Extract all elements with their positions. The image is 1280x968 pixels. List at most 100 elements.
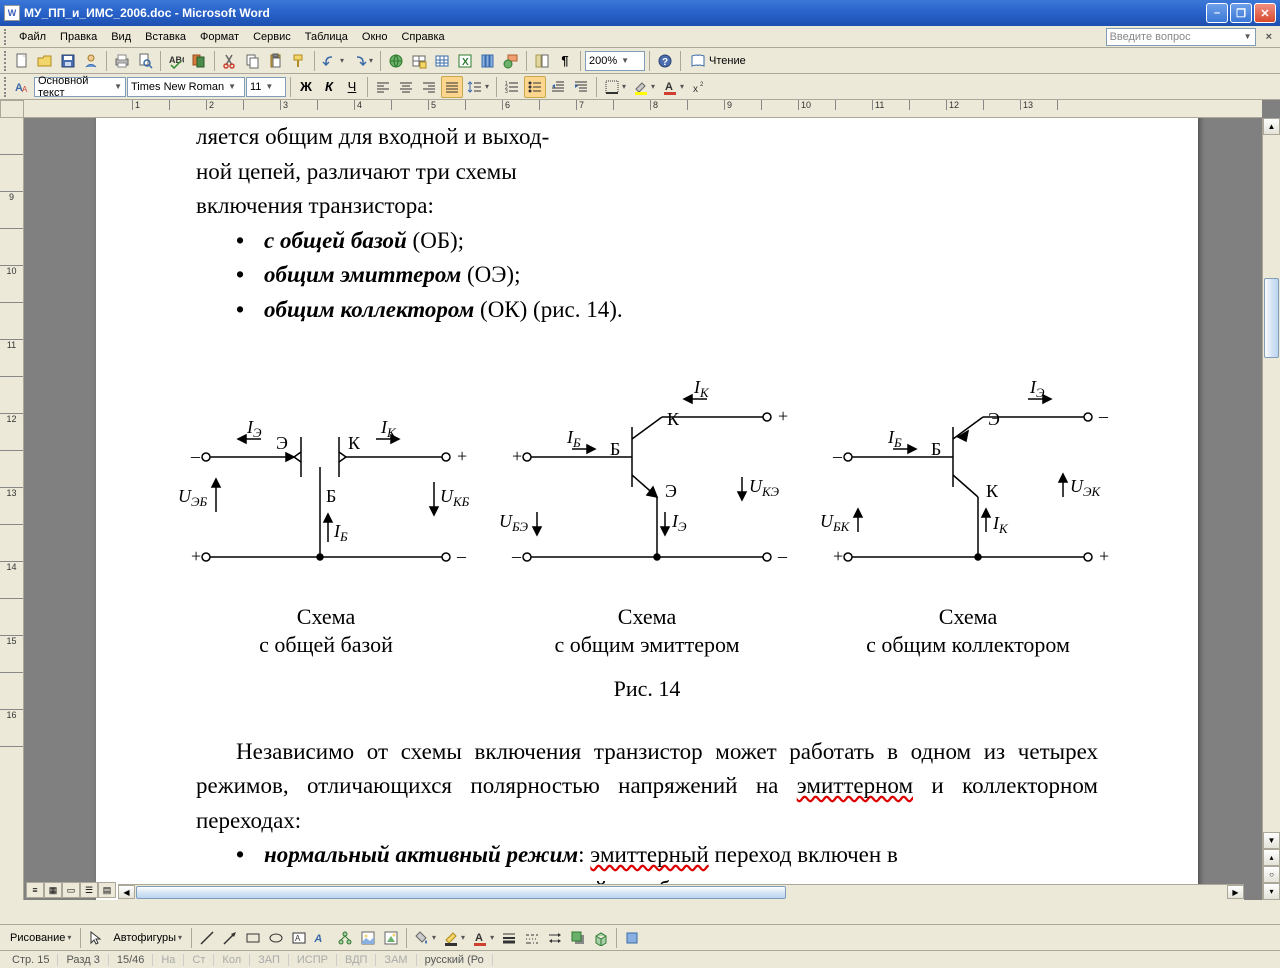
oval-tool-button[interactable] xyxy=(265,927,287,949)
show-marks-button[interactable]: ¶ xyxy=(554,50,576,72)
zoom-combo[interactable]: 200%▼ xyxy=(585,51,645,71)
toolbar-grip[interactable] xyxy=(4,77,8,97)
draw-menu-button[interactable]: Рисование▾ xyxy=(5,927,76,949)
numbering-button[interactable]: 123 xyxy=(501,76,523,98)
next-page-button[interactable]: ▾ xyxy=(1263,883,1280,900)
dash-style-button[interactable] xyxy=(521,927,543,949)
status-trk[interactable]: ИСПР xyxy=(289,954,337,966)
toolbar-grip[interactable] xyxy=(4,51,8,71)
line-style-button[interactable] xyxy=(498,927,520,949)
size-combo[interactable]: 11▼ xyxy=(246,77,286,97)
rectangle-tool-button[interactable] xyxy=(242,927,264,949)
menu-help[interactable]: Справка xyxy=(394,29,451,45)
reading-view-button[interactable]: ▤ xyxy=(98,882,116,898)
autoshapes-button[interactable]: Автофигуры▾ xyxy=(108,927,187,949)
styles-pane-button[interactable]: AA xyxy=(11,76,33,98)
style-combo[interactable]: Основной текст▼ xyxy=(34,77,126,97)
arrow-tool-button[interactable] xyxy=(219,927,241,949)
align-right-button[interactable] xyxy=(418,76,440,98)
doc-map-button[interactable] xyxy=(531,50,553,72)
page-area[interactable]: ляется общим для входной и выход- ной це… xyxy=(24,118,1262,900)
font-color-button-2[interactable]: A▾ xyxy=(469,927,497,949)
reading-layout-button[interactable]: Чтение xyxy=(685,50,751,72)
align-center-button[interactable] xyxy=(395,76,417,98)
vertical-ruler[interactable]: 910111213141516 xyxy=(0,118,24,900)
open-button[interactable] xyxy=(34,50,56,72)
clipart-button[interactable] xyxy=(357,927,379,949)
menu-edit[interactable]: Правка xyxy=(53,29,104,45)
help-question-box[interactable]: Введите вопрос▼ xyxy=(1106,28,1256,46)
hyperlink-button[interactable] xyxy=(385,50,407,72)
help-button[interactable]: ? xyxy=(654,50,676,72)
italic-button[interactable]: К xyxy=(318,76,340,98)
line-spacing-button[interactable]: ▾ xyxy=(464,76,492,98)
maximize-button[interactable]: ❐ xyxy=(1230,3,1252,23)
print-view-button[interactable]: ▭ xyxy=(62,882,80,898)
align-left-button[interactable] xyxy=(372,76,394,98)
permission-button[interactable] xyxy=(80,50,102,72)
status-lang[interactable]: русский (Ро xyxy=(417,954,493,966)
line-tool-button[interactable] xyxy=(196,927,218,949)
web-view-button[interactable]: ▦ xyxy=(44,882,62,898)
menu-insert[interactable]: Вставка xyxy=(138,29,193,45)
wordart-button[interactable]: A xyxy=(311,927,333,949)
excel-button[interactable]: X xyxy=(454,50,476,72)
outline-view-button[interactable]: ☰ xyxy=(80,882,98,898)
superscript-button[interactable]: x2 xyxy=(688,76,710,98)
close-button[interactable]: ✕ xyxy=(1254,3,1276,23)
horizontal-ruler[interactable]: 12345678910111213 xyxy=(24,100,1262,118)
copy-button[interactable] xyxy=(242,50,264,72)
doc-close-button[interactable]: × xyxy=(1262,31,1276,43)
menu-view[interactable]: Вид xyxy=(104,29,138,45)
borders-button[interactable]: ▾ xyxy=(601,76,629,98)
print-button[interactable] xyxy=(111,50,133,72)
paste-button[interactable] xyxy=(265,50,287,72)
prev-page-button[interactable]: ▴ xyxy=(1263,849,1280,866)
textbox-tool-button[interactable]: A xyxy=(288,927,310,949)
columns-button[interactable] xyxy=(477,50,499,72)
underline-button[interactable]: Ч xyxy=(341,76,363,98)
hscroll-thumb[interactable] xyxy=(136,886,786,899)
fill-color-button[interactable]: ▾ xyxy=(411,927,439,949)
normal-view-button[interactable]: ≡ xyxy=(26,882,44,898)
status-ext[interactable]: ВДП xyxy=(337,954,376,966)
arrow-style-button[interactable] xyxy=(544,927,566,949)
tables-borders-button[interactable] xyxy=(408,50,430,72)
shadow-button[interactable] xyxy=(567,927,589,949)
minimize-button[interactable]: – xyxy=(1206,3,1228,23)
font-combo[interactable]: Times New Roman▼ xyxy=(127,77,245,97)
document-content[interactable]: ляется общим для входной и выход- ной це… xyxy=(96,118,1198,900)
redo-button[interactable]: ▾ xyxy=(348,50,376,72)
new-doc-button[interactable] xyxy=(11,50,33,72)
drawing-toolbar-button[interactable] xyxy=(500,50,522,72)
menu-window[interactable]: Окно xyxy=(355,29,395,45)
menu-file[interactable]: Файл xyxy=(12,29,53,45)
scroll-up-button[interactable]: ▲ xyxy=(1263,118,1280,135)
highlight-button[interactable]: ▾ xyxy=(630,76,658,98)
menu-table[interactable]: Таблица xyxy=(298,29,355,45)
horizontal-scrollbar[interactable]: ◀ ▶ xyxy=(118,884,1244,900)
bullets-button[interactable] xyxy=(524,76,546,98)
extra-button[interactable] xyxy=(621,927,643,949)
toolbar-grip[interactable] xyxy=(4,29,8,45)
vertical-scrollbar[interactable]: ▲ ▼ ▴ ○ ▾ xyxy=(1262,118,1280,900)
menu-tools[interactable]: Сервис xyxy=(246,29,298,45)
research-button[interactable] xyxy=(188,50,210,72)
menu-format[interactable]: Формат xyxy=(193,29,246,45)
bold-button[interactable]: Ж xyxy=(295,76,317,98)
line-color-button[interactable]: ▾ xyxy=(440,927,468,949)
decrease-indent-button[interactable] xyxy=(547,76,569,98)
select-objects-button[interactable] xyxy=(85,927,107,949)
scroll-left-button[interactable]: ◀ xyxy=(118,885,135,899)
spelling-button[interactable]: ABC xyxy=(165,50,187,72)
scroll-down-button[interactable]: ▼ xyxy=(1263,832,1280,849)
print-preview-button[interactable] xyxy=(134,50,156,72)
status-rec[interactable]: ЗАП xyxy=(250,954,289,966)
status-ovr[interactable]: ЗАМ xyxy=(376,954,416,966)
save-button[interactable] xyxy=(57,50,79,72)
3d-button[interactable] xyxy=(590,927,612,949)
increase-indent-button[interactable] xyxy=(570,76,592,98)
cut-button[interactable] xyxy=(219,50,241,72)
undo-button[interactable]: ▾ xyxy=(319,50,347,72)
font-color-button[interactable]: A▾ xyxy=(659,76,687,98)
